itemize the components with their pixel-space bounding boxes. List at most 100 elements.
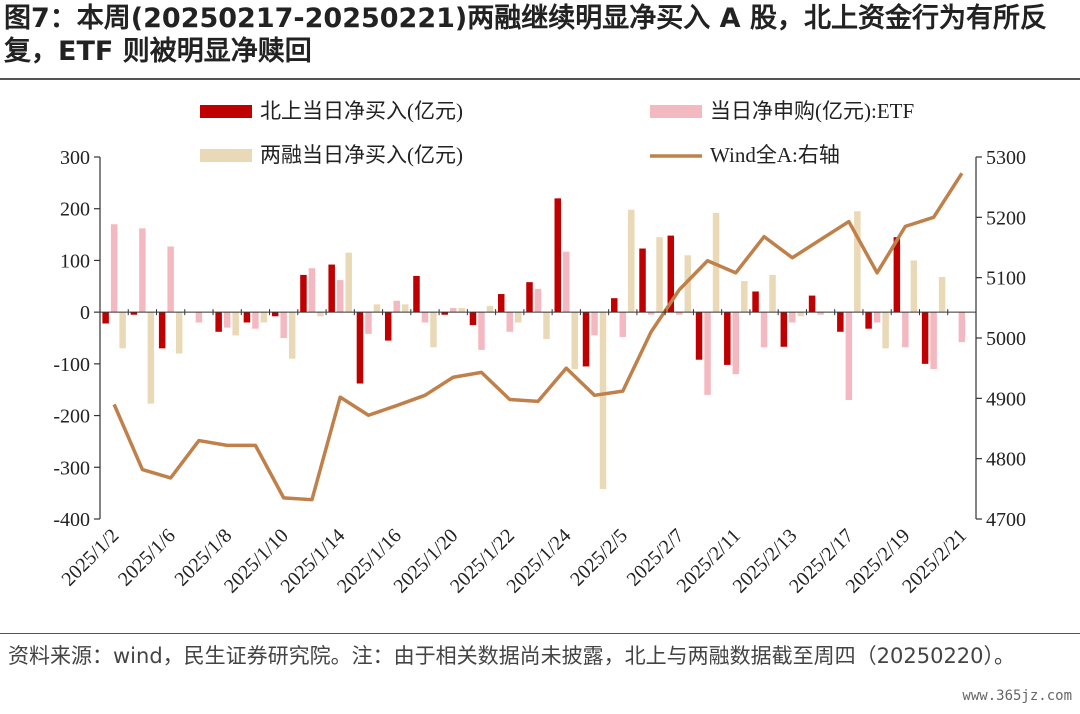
bar — [591, 312, 598, 336]
source-divider — [0, 633, 1080, 634]
bar — [336, 280, 344, 313]
bar — [628, 209, 635, 313]
chart-title: 图7：本周(20250217-20250221)两融继续明显净买入 A 股，北上… — [4, 3, 1047, 67]
bar — [175, 312, 183, 354]
bar — [514, 312, 522, 323]
bar — [741, 281, 748, 313]
bar — [865, 312, 872, 329]
left-tick-label: -400 — [53, 509, 90, 531]
bar — [695, 312, 703, 360]
legend-label: 当日净申购(亿元):ETF — [710, 99, 914, 123]
left-tick-label: -100 — [53, 354, 90, 376]
bar — [582, 312, 590, 367]
bar — [401, 304, 409, 313]
left-tick-label: 200 — [60, 199, 90, 221]
bar — [384, 312, 392, 341]
bar — [260, 312, 268, 323]
bar — [195, 312, 203, 323]
bar — [930, 312, 937, 370]
bar — [910, 260, 918, 313]
legend-swatch — [200, 149, 252, 162]
bar — [223, 312, 231, 328]
legend-swatch — [200, 105, 252, 118]
bar — [328, 264, 335, 313]
bar — [724, 312, 731, 365]
bar — [684, 255, 692, 313]
bar — [458, 308, 465, 313]
bar — [571, 312, 579, 370]
bar — [449, 308, 457, 313]
right-tick-label: 5000 — [986, 328, 1026, 350]
bar — [958, 312, 966, 343]
bar — [139, 228, 146, 313]
x-tick-label: 2025/2/5 — [566, 525, 632, 591]
bar — [837, 312, 844, 332]
bar — [167, 246, 174, 313]
bar — [506, 312, 513, 332]
bar — [215, 312, 222, 332]
bar — [712, 212, 720, 313]
bar — [647, 312, 655, 315]
line-series — [112, 172, 964, 502]
bar — [854, 211, 861, 313]
right-tick-label: 4700 — [986, 509, 1026, 531]
bar — [563, 251, 570, 313]
bar — [599, 312, 607, 489]
right-tick-label: 4900 — [986, 388, 1026, 410]
bar — [656, 237, 663, 313]
legend-label: 两融当日净买入(亿元) — [260, 143, 463, 167]
bar — [288, 312, 296, 359]
bar — [430, 312, 437, 348]
bar — [845, 312, 853, 401]
bar — [732, 312, 740, 375]
bar — [243, 312, 251, 323]
bar — [808, 295, 816, 313]
bar — [130, 312, 138, 315]
bar — [421, 312, 429, 323]
bar — [280, 312, 287, 338]
bar — [300, 274, 307, 313]
bar — [817, 312, 824, 315]
bar — [345, 252, 352, 313]
bar — [469, 312, 477, 326]
bar — [486, 305, 494, 313]
bar — [365, 312, 372, 334]
bar — [158, 312, 166, 349]
bar — [938, 276, 946, 313]
bar — [308, 268, 316, 313]
right-tick-label: 5200 — [986, 207, 1026, 229]
bar — [534, 288, 542, 313]
bar — [102, 312, 109, 324]
bar — [882, 312, 889, 349]
left-tick-label: 100 — [60, 250, 90, 272]
bar — [893, 237, 901, 313]
bar — [554, 198, 562, 313]
bar — [373, 304, 381, 313]
bar — [232, 312, 239, 336]
left-tick-label: 0 — [80, 302, 90, 324]
dual-axis-chart: 北上当日净买入(亿元) 当日净申购(亿元):ETF 两融当日净买入(亿元) Wind全… — [53, 99, 1026, 598]
bar — [760, 312, 768, 348]
bar — [413, 275, 420, 313]
bar — [526, 282, 533, 313]
bar — [147, 312, 155, 404]
left-tick-label: -300 — [53, 457, 90, 479]
bar — [902, 312, 909, 348]
bar — [252, 312, 259, 329]
bar — [873, 312, 881, 323]
legend-swatch — [650, 105, 702, 118]
chart-legend: 北上当日净买入(亿元) 当日净申购(亿元):ETF 两融当日净买入(亿元) Wind全… — [200, 99, 914, 167]
watermark: www.365jz.com — [962, 688, 1072, 704]
bar — [667, 235, 675, 313]
bar — [441, 312, 448, 315]
bar — [676, 312, 683, 315]
bar — [921, 312, 929, 364]
bar — [789, 312, 796, 323]
title-divider — [0, 78, 1080, 80]
bar — [271, 312, 279, 317]
bar — [780, 312, 788, 347]
bar — [611, 298, 618, 313]
bar — [797, 312, 805, 317]
bar — [478, 312, 485, 350]
chart-axes: 300 200 100 0 -100 -200 -300 -400 5300 5200 5100 50… — [53, 147, 1026, 598]
